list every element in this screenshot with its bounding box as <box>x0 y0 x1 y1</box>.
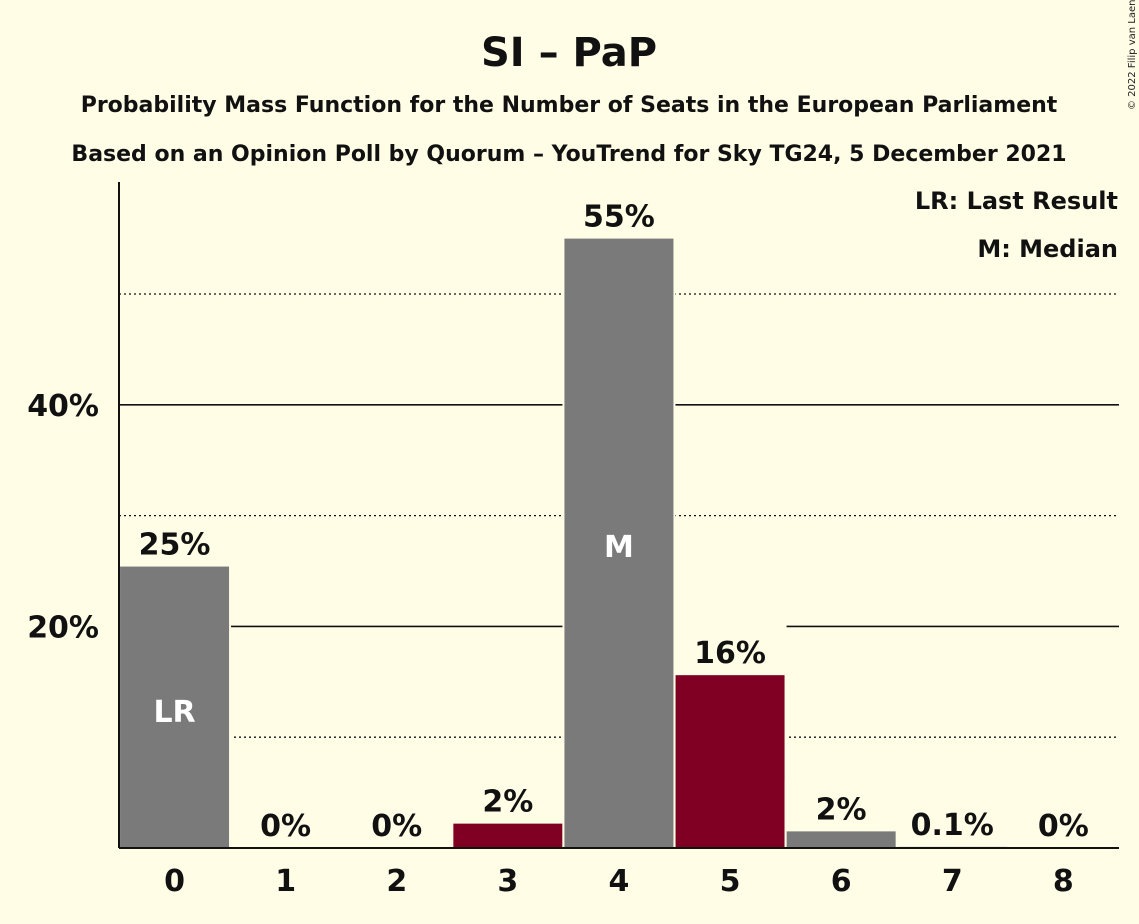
x-tick-label: 3 <box>497 864 518 899</box>
x-tick-label: 7 <box>942 864 963 899</box>
x-tick-label: 6 <box>831 864 852 899</box>
data-label-seats-0: 25% <box>139 528 211 563</box>
x-tick-label: 5 <box>720 864 741 899</box>
last-result-marker: LR <box>153 695 195 730</box>
data-label-seats-1: 0% <box>260 809 311 844</box>
bar-seats-5 <box>675 675 785 848</box>
y-tick-label: 20% <box>27 610 99 645</box>
bar-seats-4 <box>564 238 674 849</box>
data-label-seats-7: 0.1% <box>911 808 994 843</box>
data-label-seats-8: 0% <box>1038 809 1089 844</box>
x-tick-label: 1 <box>275 864 296 899</box>
legend-last-result: LR: Last Result <box>915 187 1118 215</box>
data-label-seats-3: 2% <box>482 785 533 820</box>
chart-subtitle-1: Probability Mass Function for the Number… <box>81 93 1058 118</box>
y-axis-ticks: 20% 40% <box>27 389 99 646</box>
x-tick-label: 8 <box>1053 864 1074 899</box>
data-label-seats-5: 16% <box>694 636 766 671</box>
y-tick-label: 40% <box>27 389 99 424</box>
data-label-seats-6: 2% <box>816 792 867 827</box>
data-label-seats-4: 55% <box>583 200 655 235</box>
data-labels: 25% LR 0% 0% 2% 55% M 16% 2% 0.1% 0% <box>139 200 1089 844</box>
data-label-seats-2: 0% <box>371 809 422 844</box>
median-marker: M <box>604 530 634 565</box>
x-tick-label: 4 <box>609 864 630 899</box>
chart-title: SI – PaP <box>481 30 657 76</box>
x-axis-ticks: 0 1 2 3 4 5 6 7 8 <box>164 864 1074 899</box>
bar-seats-0 <box>120 566 230 848</box>
copyright-notice: © 2022 Filip van Laenen <box>1127 0 1138 110</box>
x-tick-label: 0 <box>164 864 185 899</box>
chart-subtitle-2: Based on an Opinion Poll by Quorum – You… <box>71 142 1066 167</box>
legend-median: M: Median <box>977 235 1118 263</box>
bar-seats-6 <box>786 831 896 848</box>
bars <box>118 188 1007 849</box>
x-tick-label: 2 <box>386 864 407 899</box>
bar-seats-3 <box>453 823 563 848</box>
